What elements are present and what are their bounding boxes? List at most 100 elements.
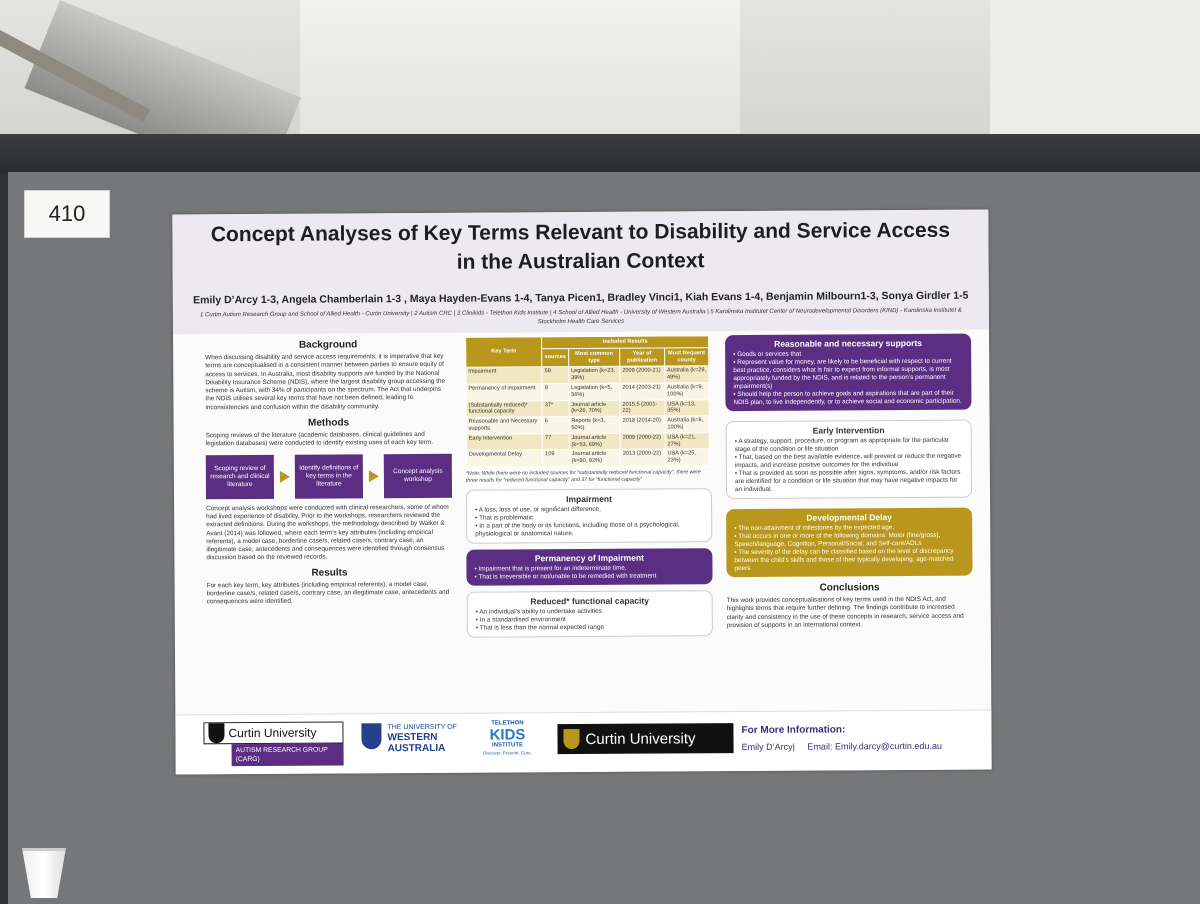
cell-country: Australia (k=6, 100%): [664, 415, 710, 433]
wall-panel: [300, 0, 740, 140]
table-header-type: Most common type: [568, 348, 620, 367]
cell-type: Journal article (k=53, 69%): [568, 433, 621, 450]
table-header-country: Most frequent county: [664, 347, 709, 367]
cell-sources: 6: [542, 416, 569, 434]
early-intervention-item: That is provided as soon as possible aft…: [735, 469, 963, 494]
middle-column: Key Term Included Results sources Most c…: [465, 335, 713, 644]
permanency-heading: Permanency of Impairment: [534, 552, 644, 564]
methods-text-2: Concept analysis workshops were conducte…: [206, 503, 449, 562]
research-poster: Concept Analyses of Key Terms Relevant t…: [172, 209, 992, 775]
cell-year: 2009 (2000-21): [619, 366, 665, 384]
key-terms-table: Key Term Included Results sources Most c…: [465, 335, 710, 468]
cell-term: Early Intervention: [466, 433, 543, 451]
cell-type: Legislation (k=5, 56%): [568, 383, 620, 401]
flow-step-scoping: Scoping review of research and clinical …: [205, 454, 275, 499]
cell-country: Australia (k=29, 49%): [664, 366, 709, 383]
early-intervention-item: A strategy, support, procedure, or progr…: [735, 437, 963, 454]
results-heading: Results: [311, 567, 348, 579]
cell-sources: 37*: [542, 400, 569, 417]
board-number-card: 410: [24, 190, 110, 238]
poster-title: Concept Analyses of Key Terms Relevant t…: [210, 218, 951, 274]
reasonable-supports-box: Reasonable and necessary supports Goods …: [725, 333, 972, 412]
more-info-email: Email: Emily.darcy@curtin.edu.au: [807, 740, 942, 752]
cell-type: Journal article (k=90, 82%): [569, 449, 621, 467]
carg-label: AUTISM RESEARCH GROUP (CARG): [231, 743, 344, 767]
reduced-capacity-item: That is less than the normal expected ra…: [476, 623, 704, 632]
early-intervention-item: That, based on the best available eviden…: [735, 453, 963, 470]
uwa-australia-text: AUSTRALIA: [387, 742, 446, 755]
table-header-sources: sources: [541, 348, 569, 368]
reduced-capacity-box: Reduced* functional capacity An individu…: [466, 590, 713, 638]
curtin-logo-text: Curtin University: [228, 725, 317, 741]
reasonable-supports-heading: Reasonable and necessary supports: [774, 337, 923, 349]
table-row: Permanency of impairment 9 Legislation (k=…: [465, 382, 709, 401]
cell-year: 2015.5 (2001-22): [619, 399, 665, 417]
cell-sources: 59: [542, 366, 569, 384]
cell-type: Legislation (k=23, 39%): [568, 366, 620, 384]
developmental-delay-item: That occurs in one or more of the follow…: [734, 532, 964, 549]
uwa-logo: THE UNIVERSITY OF WESTERN AUSTRALIA: [361, 723, 461, 762]
cell-year: 2009 (2000-22): [620, 432, 665, 450]
table-row: Developmental Delay 109 Journal article (k…: [466, 449, 710, 468]
table-row: Reasonable and Necessary supports 6 Report…: [466, 415, 710, 434]
developmental-delay-box: Developmental Delay The non-attainment o…: [726, 507, 973, 578]
right-column: Reasonable and necessary supports Goods …: [725, 333, 973, 631]
cell-term: Permanency of impairment: [465, 383, 543, 401]
cell-sources: 109: [542, 449, 570, 467]
permanency-box: Permanency of Impairment Impairment that…: [466, 548, 713, 586]
wall-panel-right: [990, 0, 1200, 140]
curtin-crest-icon: [563, 729, 580, 750]
reasonable-supports-item: Represent value for money, are likely to…: [733, 358, 963, 391]
cell-country: USA (k=13, 35%): [664, 399, 710, 417]
reduced-capacity-heading: Reduced* functional capacity: [530, 595, 649, 607]
background-text: When discussing disability and service a…: [205, 352, 446, 412]
cell-year: 2018 (2014-20): [620, 416, 665, 434]
results-text: For each key term, key attributes (inclu…: [206, 580, 450, 606]
cell-year: 2014 (2003-21): [619, 382, 665, 400]
cell-term: (Substantially reduced)* functional capa…: [465, 400, 543, 418]
background-heading: Background: [298, 339, 358, 351]
table-header-year: Year of publication: [619, 347, 665, 367]
cell-term: Developmental Delay: [466, 450, 543, 468]
cell-term: Impairment: [465, 367, 543, 385]
impairment-heading: Impairment: [566, 493, 612, 505]
poster-board-top-rail: [0, 134, 1200, 174]
early-intervention-box: Early Intervention A strategy, support, …: [725, 419, 973, 500]
curtin-crest-icon: [208, 723, 225, 744]
cell-term: Reasonable and Necessary supports: [466, 416, 543, 434]
cell-sources: 77: [542, 433, 570, 451]
cell-type: Journal article (k=26, 70%): [568, 399, 621, 417]
table-note: *Note: While there were no included sour…: [465, 469, 701, 484]
table-row: Impairment 59 Legislation (k=23, 39%) 2009 …: [465, 366, 709, 385]
curtin-logo-black-text: Curtin University: [585, 729, 696, 748]
telethon-kids-logo: TELETHON KIDS INSTITUTE Discover. Preven…: [477, 720, 537, 762]
methods-heading: Methods: [307, 417, 350, 429]
flow-arrow-icon: [279, 470, 290, 483]
impairment-item: In a part of the body or its functions, …: [475, 521, 703, 538]
cell-country: USA (k=25, 23%): [664, 449, 710, 466]
more-information: For More Information: Emily D’Arcy| Emai…: [741, 724, 981, 752]
methods-text-1: Scoping reviews of the literature (acade…: [205, 431, 434, 448]
tki-tagline: Discover. Prevent. Cure.: [483, 750, 532, 756]
uwa-western-text: WESTERN: [387, 731, 438, 744]
cell-sources: 9: [542, 383, 569, 401]
early-intervention-heading: Early Intervention: [812, 425, 885, 436]
uwa-small-text: THE UNIVERSITY OF: [387, 723, 457, 732]
methods-flowchart: Scoping review of research and clinical …: [205, 453, 453, 499]
permanency-item: That is Irreversible or not/unable to be…: [474, 572, 704, 581]
impairment-box: Impairment A loss, loss of use, or signi…: [465, 488, 713, 544]
cell-country: USA (k=21, 27%): [664, 432, 710, 450]
table-header-key-term: Key Term: [465, 336, 543, 368]
reasonable-supports-item: Should help the person to achieve goals …: [733, 390, 963, 407]
curtin-logo-black: Curtin University: [557, 723, 734, 755]
developmental-delay-item: The severity of the delay can be classif…: [734, 548, 964, 573]
curtin-logo: Curtin University: [203, 721, 344, 745]
developmental-delay-heading: Developmental Delay: [806, 512, 892, 523]
cell-type: Reports (k=3, 50%): [568, 416, 621, 434]
cell-year: 2013 (2000-22): [620, 449, 666, 467]
more-info-heading: For More Information:: [741, 724, 846, 737]
flow-arrow-icon: [368, 469, 379, 482]
more-info-name: Emily D’Arcy|: [741, 741, 795, 753]
more-info-contact: Emily D’Arcy| Email: Emily.darcy@curtin.…: [742, 741, 982, 752]
